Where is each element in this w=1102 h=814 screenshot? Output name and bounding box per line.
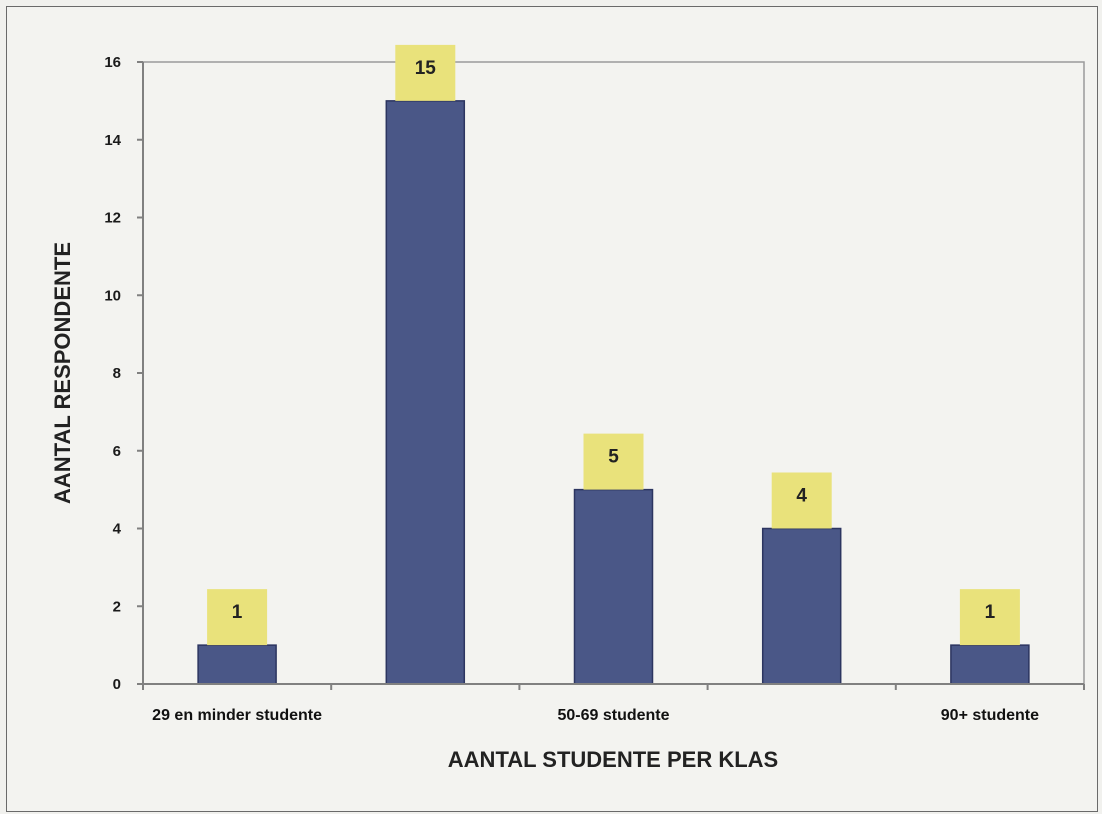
bar [385,100,466,685]
bars [197,100,1030,685]
data-label: 1 [985,602,996,623]
chart-frame [6,6,1098,812]
data-label-box [583,433,644,490]
y-tick-label: 0 [113,676,121,693]
data-label-box [959,589,1020,646]
bar [197,644,277,685]
y-tick-label: 4 [113,521,122,538]
y-tick-label: 14 [104,132,121,149]
y-axis-title: AANTAL RESPONDENTE [50,242,75,504]
y-tick-label: 12 [104,210,121,227]
data-label: 4 [796,486,807,507]
data-label: 5 [608,447,619,468]
data-label-box [207,589,268,646]
data-labels: 1 15 5 4 1 [207,44,1020,646]
y-tick-label: 16 [104,54,121,71]
x-category-label: 50-69 studente [557,707,669,724]
y-tick-label: 10 [104,287,121,304]
bar [950,644,1030,685]
data-label: 15 [415,58,437,79]
x-axis-title: AANTAL STUDENTE PER KLAS [448,747,778,772]
x-category-label: 90+ studente [941,707,1039,724]
y-tick-label: 6 [113,443,121,460]
x-axis-categories: 29 en minder studente 50-69 studente 90+ s… [152,707,1039,724]
x-category-label: 29 en minder studente [152,707,322,724]
data-label-box [771,472,832,529]
bar [761,527,842,685]
data-label-box [395,44,456,101]
data-label: 1 [232,602,243,623]
bar [573,488,654,685]
y-tick-label: 8 [113,365,121,382]
y-tick-label: 2 [113,598,121,615]
